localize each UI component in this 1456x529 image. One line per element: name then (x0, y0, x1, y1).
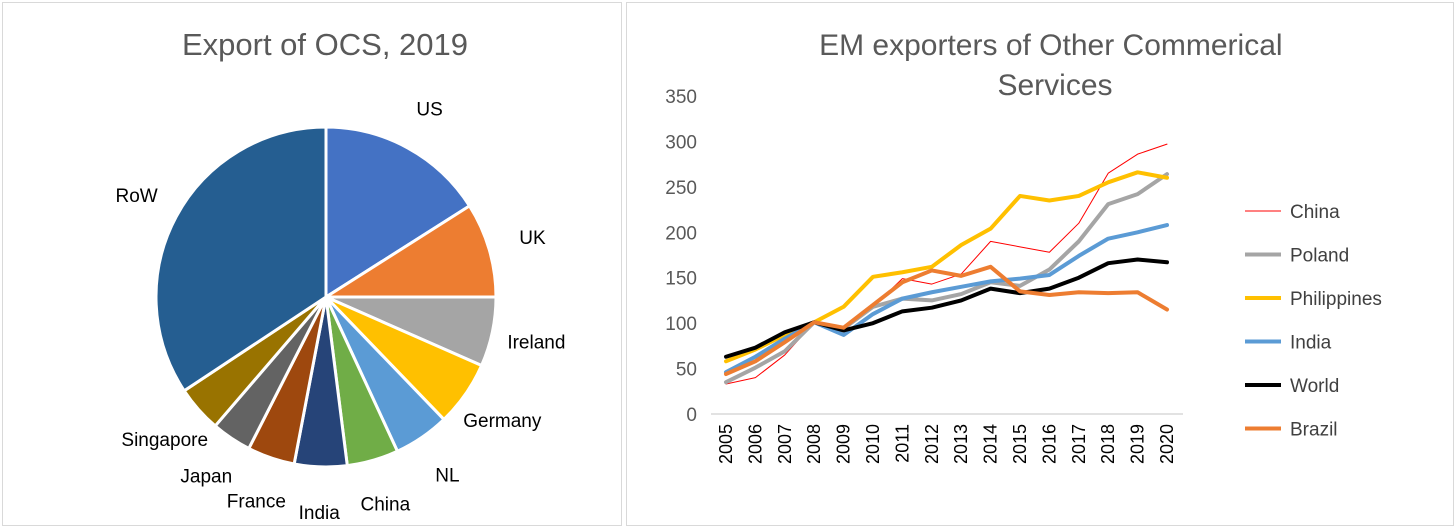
x-tick-label: 2020 (1157, 424, 1177, 464)
line-chart-title: EM exporters of Other Commerical Service… (819, 29, 1291, 102)
y-tick-label: 350 (665, 87, 697, 108)
legend-label: World (1290, 376, 1339, 397)
pie-chart: Export of OCS, 2019 US UK Ireland Germany NL… (116, 27, 566, 524)
x-tick-label: 2008 (804, 424, 824, 464)
y-tick-label: 250 (665, 178, 697, 199)
x-tick-label: 2013 (951, 424, 971, 464)
x-tick-label: 2005 (716, 424, 736, 464)
x-tick-label: 2019 (1128, 424, 1148, 464)
x-tick-label: 2018 (1098, 424, 1118, 464)
x-tick-label: 2016 (1039, 424, 1059, 464)
line-chart-panel: EM exporters of Other Commerical Service… (626, 2, 1454, 526)
title-line-2: Services (997, 69, 1112, 102)
pie-label: Ireland (507, 332, 565, 353)
legend-label: China (1290, 202, 1340, 223)
pie-slice-uk (320, 203, 498, 299)
x-tick-label: 2010 (863, 424, 883, 464)
x-tick-label: 2017 (1069, 424, 1089, 464)
pie-label: NL (435, 465, 459, 486)
x-tick-label: 2007 (775, 424, 795, 464)
legend-label: Poland (1290, 246, 1349, 267)
legend-label: Philippines (1290, 289, 1382, 310)
title-line-1: EM exporters of Other Commerical (819, 29, 1282, 62)
y-tick-label: 0 (686, 405, 697, 426)
y-tick-label: 200 (665, 223, 697, 244)
pie-slice-us (324, 125, 472, 300)
pie-label: China (361, 495, 411, 516)
y-tick-label: 100 (665, 314, 697, 335)
x-tick-label: 2015 (1010, 424, 1030, 464)
pie-label: India (299, 503, 341, 524)
line-chart: EM exporters of Other Commerical Service… (665, 29, 1382, 464)
pie-label: US (416, 100, 442, 121)
pie-chart-title: Export of OCS, 2019 (182, 27, 468, 62)
series-line-brazil (724, 264, 1169, 377)
y-tick-label: 50 (676, 360, 697, 381)
pie-label: France (227, 491, 286, 512)
pie-label: UK (519, 228, 546, 249)
series-line-world (724, 257, 1169, 359)
pie-slice-row (154, 125, 328, 393)
pie-label: Germany (463, 411, 542, 432)
x-tick-label: 2012 (922, 424, 942, 464)
series-line-china (725, 143, 1168, 385)
y-tick-label: 300 (665, 132, 697, 153)
x-tick-label: 2011 (892, 424, 912, 463)
pie-label: RoW (116, 186, 158, 207)
series-line-poland (724, 172, 1169, 385)
legend-label: India (1290, 333, 1332, 354)
y-tick-label: 150 (665, 269, 697, 290)
pie-chart-panel: Export of OCS, 2019 US UK Ireland Germany NL… (2, 2, 622, 526)
legend-label: Brazil (1290, 420, 1338, 441)
x-tick-label: 2009 (834, 424, 854, 464)
x-tick-label: 2006 (745, 424, 765, 464)
pie-label: Singapore (121, 430, 208, 451)
pie-label: Japan (180, 467, 232, 488)
x-tick-label: 2014 (981, 424, 1001, 464)
